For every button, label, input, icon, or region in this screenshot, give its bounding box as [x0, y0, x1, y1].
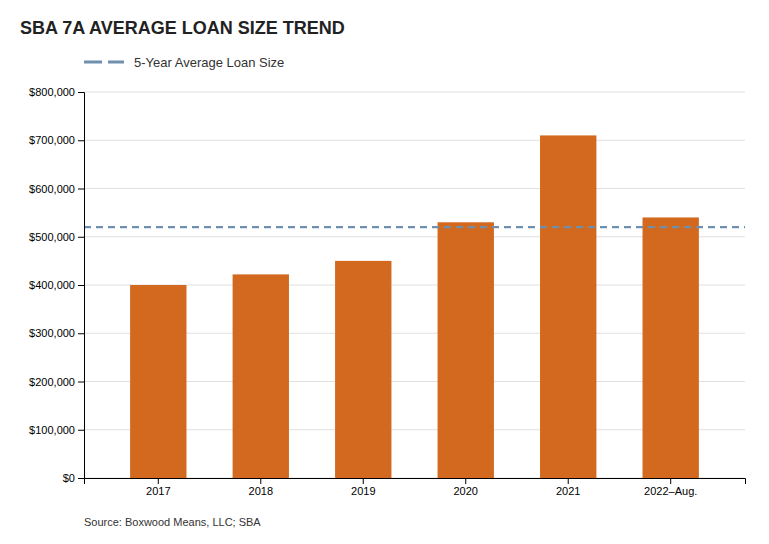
x-tick-label: 2021 — [556, 485, 580, 497]
y-tick: $400,000 — [29, 279, 84, 291]
y-tick-label: $600,000 — [29, 183, 75, 195]
x-tick: 2017 — [146, 478, 170, 497]
y-tick-label: $800,000 — [29, 86, 75, 98]
x-tick-mark — [670, 478, 671, 484]
axis-domain — [78, 93, 85, 479]
chart: SBA 7A AVERAGE LOAN SIZE TREND 5-Year Ave… — [0, 0, 769, 544]
y-tick-mark — [78, 333, 84, 334]
y-tick-label: $200,000 — [29, 376, 75, 388]
x-tick-label: 2018 — [249, 485, 273, 497]
bar — [438, 222, 494, 478]
y-tick-label: $700,000 — [29, 134, 75, 146]
y-tick: $300,000 — [29, 327, 84, 339]
x-tick-mark — [260, 478, 261, 484]
y-tick-mark — [78, 478, 84, 479]
y-tick: $0 — [63, 472, 84, 484]
x-tick-mark — [568, 478, 569, 484]
y-tick-label: $100,000 — [29, 424, 75, 436]
x-tick: 2021 — [556, 478, 580, 497]
x-tick: 2020 — [453, 478, 477, 497]
x-tick-label: 2019 — [351, 485, 375, 497]
y-tick-mark — [78, 92, 84, 93]
x-tick-mark — [465, 478, 466, 484]
y-tick: $800,000 — [29, 86, 84, 98]
bar — [233, 274, 289, 478]
y-tick-mark — [78, 382, 84, 383]
x-tick-mark — [158, 478, 159, 484]
y-tick-mark — [78, 140, 84, 141]
y-tick-label: $500,000 — [29, 231, 75, 243]
legend: 5-Year Average Loan Size — [84, 55, 284, 70]
grid — [84, 92, 745, 478]
grid-line — [84, 92, 745, 93]
marks — [84, 135, 745, 478]
axis-domain — [85, 479, 746, 485]
y-tick: $500,000 — [29, 231, 84, 243]
y-tick: $600,000 — [29, 183, 84, 195]
bar — [540, 135, 596, 478]
plot: $0 $100,000 $200,000 $300,000 $400,000 $500,0… — [29, 86, 745, 497]
y-tick: $200,000 — [29, 376, 84, 388]
grid-line — [84, 188, 745, 189]
x-tick: 2018 — [249, 478, 273, 497]
y-tick-mark — [78, 285, 84, 286]
legend-swatch — [84, 61, 124, 64]
legend-label: 5-Year Average Loan Size — [134, 55, 284, 70]
y-tick-label: $0 — [63, 472, 75, 484]
x-tick: 2022–Aug. — [644, 478, 697, 497]
y-tick-mark — [78, 237, 84, 238]
y-tick-mark — [78, 430, 84, 431]
y-tick: $700,000 — [29, 134, 84, 146]
bar — [130, 285, 186, 478]
source: Source: Boxwood Means, LLC; SBA — [84, 516, 261, 528]
y-tick-mark — [78, 189, 84, 190]
bar — [643, 217, 699, 478]
average-line — [84, 226, 745, 228]
grid-line — [84, 140, 745, 141]
x-tick-label: 2020 — [453, 485, 477, 497]
title: SBA 7A AVERAGE LOAN SIZE TREND — [20, 18, 345, 38]
x-tick-label: 2017 — [146, 485, 170, 497]
y-tick-label: $300,000 — [29, 327, 75, 339]
y-tick-label: $400,000 — [29, 279, 75, 291]
y-tick: $100,000 — [29, 424, 84, 436]
x-tick: 2019 — [351, 478, 375, 497]
bar — [335, 261, 391, 478]
x-tick-mark — [363, 478, 364, 484]
y-axis: $0 $100,000 $200,000 $300,000 $400,000 $500,0… — [29, 86, 84, 484]
x-axis: 2017 2018 2019 2020 2021 2022–Aug. — [85, 478, 746, 497]
x-tick-label: 2022–Aug. — [644, 485, 697, 497]
